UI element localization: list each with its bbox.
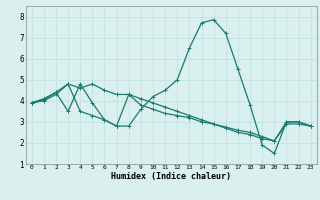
X-axis label: Humidex (Indice chaleur): Humidex (Indice chaleur) bbox=[111, 172, 231, 181]
